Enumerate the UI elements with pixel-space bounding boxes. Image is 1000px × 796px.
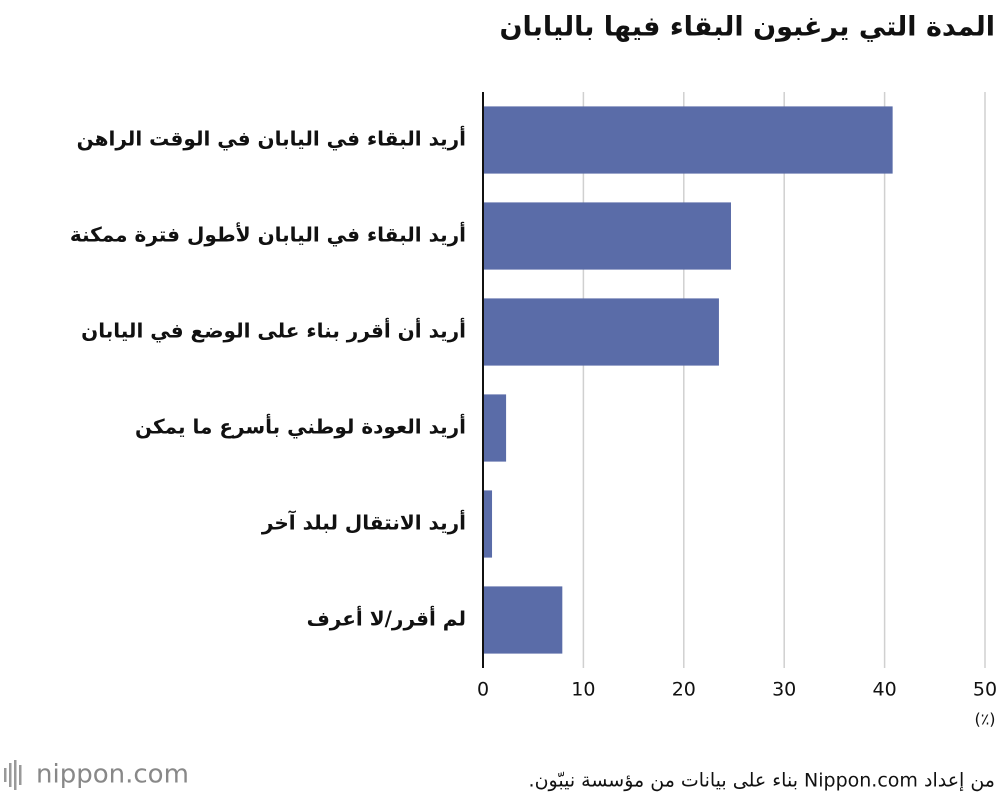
logo-icon-bar	[4, 768, 7, 782]
y-tick-label: لم أقرر/لا أعرف	[307, 605, 466, 631]
chart-title: المدة التي يرغبون البقاء فيها باليابان	[500, 12, 995, 43]
y-tick-label: أريد العودة لوطني بأسرع ما يمكن	[135, 413, 466, 440]
y-tick-label: أريد الانتقال لبلد آخر	[261, 509, 466, 535]
y-tick-label: أريد أن أقرر بناء على الوضع في اليابان	[81, 317, 466, 344]
x-tick-label: 50	[973, 679, 997, 701]
bar	[483, 490, 493, 558]
bar	[483, 106, 893, 174]
logo-icon-bar	[19, 765, 22, 785]
x-tick-label: 30	[772, 679, 796, 701]
x-axis-label: (٪)	[974, 710, 995, 729]
logo-text: nippon.com	[36, 760, 189, 790]
logo-icon	[4, 760, 22, 790]
bar	[483, 394, 507, 462]
x-tick-label: 20	[672, 679, 696, 701]
x-tick-label: 40	[873, 679, 897, 701]
bar	[483, 586, 563, 654]
logo-icon-bar	[14, 760, 17, 790]
bar	[483, 298, 719, 366]
logo: nippon.com	[4, 760, 189, 790]
logo-icon-bar	[9, 763, 12, 787]
bar	[483, 202, 731, 270]
x-tick-label: 0	[477, 679, 489, 701]
y-tick-label: أريد البقاء في اليابان لأطول فترة ممكنة	[70, 221, 466, 248]
y-tick-label: أريد البقاء في اليابان في الوقت الراهن	[77, 125, 466, 152]
x-tick-label: 10	[571, 679, 595, 701]
source: من إعداد Nippon.com بناء على بيانات من م…	[529, 770, 995, 793]
